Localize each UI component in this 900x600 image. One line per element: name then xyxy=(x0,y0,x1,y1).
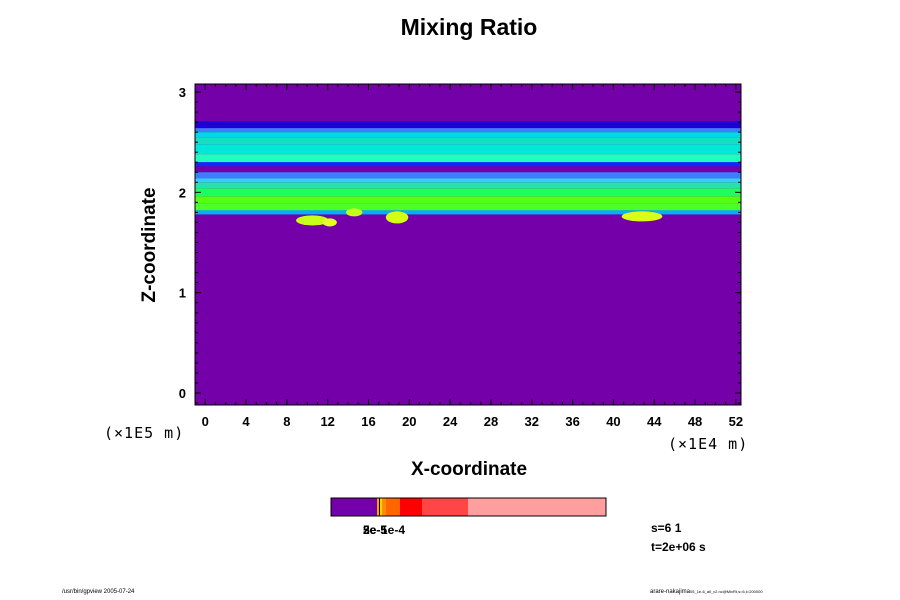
x-tick-label: 40 xyxy=(606,414,620,429)
x-tick-label: 4 xyxy=(242,414,250,429)
x-tick-label: 16 xyxy=(361,414,375,429)
x-scale-label: (×1E4 m) xyxy=(668,435,749,453)
band-4 xyxy=(195,144,741,155)
colorbar-label: 2e-5 xyxy=(363,523,388,537)
band-10 xyxy=(195,188,741,197)
colorbar xyxy=(330,497,607,517)
band-5 xyxy=(195,154,741,163)
band-2 xyxy=(195,132,741,138)
band-8 xyxy=(195,178,741,183)
band-6 xyxy=(195,162,741,167)
x-tick-label: 12 xyxy=(320,414,334,429)
y-tick-label: 2 xyxy=(179,185,186,200)
x-tick-label: 28 xyxy=(484,414,498,429)
colorbar-segment-5 xyxy=(386,498,400,516)
y-scale-label: (×1E5 m) xyxy=(104,424,185,442)
x-tick-label: 8 xyxy=(283,414,290,429)
x-tick-label: 32 xyxy=(525,414,539,429)
colorbar-segment-6 xyxy=(400,498,422,516)
y-axis-label: Z-coordinate xyxy=(139,187,160,303)
x-tick-label: 44 xyxy=(647,414,662,429)
colorbar-segment-8 xyxy=(468,498,606,516)
footer-right-main: arare-nakajima xyxy=(650,589,691,595)
y-tick-label: 3 xyxy=(179,85,186,100)
band-9 xyxy=(195,182,741,189)
chart-title: Mixing Ratio xyxy=(400,14,538,40)
x-tick-label: 52 xyxy=(729,414,743,429)
y-tick-label: 1 xyxy=(179,286,186,301)
footer-left: /usr/bin/gpview 2005-07-24 xyxy=(62,589,135,595)
y-tick-label: 0 xyxy=(179,386,186,401)
band-3 xyxy=(195,137,741,145)
band-13 xyxy=(195,210,741,215)
colorbar-segment-3 xyxy=(380,498,382,516)
colorbar-label: 3e-5 xyxy=(363,523,388,537)
colorbar-segment-1 xyxy=(377,498,379,516)
x-tick-label: 0 xyxy=(202,414,209,429)
x-tick-label: 24 xyxy=(443,414,458,429)
band-12 xyxy=(195,203,741,211)
x-axis-label: X-coordinate xyxy=(410,459,528,480)
patch-4 xyxy=(621,211,663,222)
patch-3 xyxy=(385,211,409,224)
plot-area xyxy=(195,84,741,405)
info-s: s=6 1 xyxy=(651,521,682,535)
colorbar-frame xyxy=(330,497,607,517)
patch-0 xyxy=(296,215,329,226)
colorbar-segment-2 xyxy=(379,498,380,516)
footer-right: arare-nakajima05_1e-6_all_v2.nc@MixRt,s=… xyxy=(650,589,763,595)
patch-1 xyxy=(322,218,337,227)
colorbar-segment-4 xyxy=(382,498,386,516)
band-1 xyxy=(195,128,741,133)
band-0 xyxy=(195,121,741,129)
colorbar-segment-7 xyxy=(422,498,468,516)
x-tick-label: 36 xyxy=(565,414,579,429)
colorbar-label: 5e-5 xyxy=(363,523,388,537)
plot-frame xyxy=(194,83,742,406)
colorbar-label: 1e-4 xyxy=(381,523,406,537)
band-11 xyxy=(195,196,741,204)
band-7 xyxy=(195,172,741,179)
x-tick-label: 20 xyxy=(402,414,416,429)
colorbar-segment-0 xyxy=(331,498,377,516)
info-t: t=2e+06 s xyxy=(651,540,706,554)
footer-right-small: 05_1e-6_all_v2.nc@MixRt,s=6,t=200000 xyxy=(690,589,763,594)
patch-2 xyxy=(346,208,363,217)
x-tick-label: 48 xyxy=(688,414,702,429)
